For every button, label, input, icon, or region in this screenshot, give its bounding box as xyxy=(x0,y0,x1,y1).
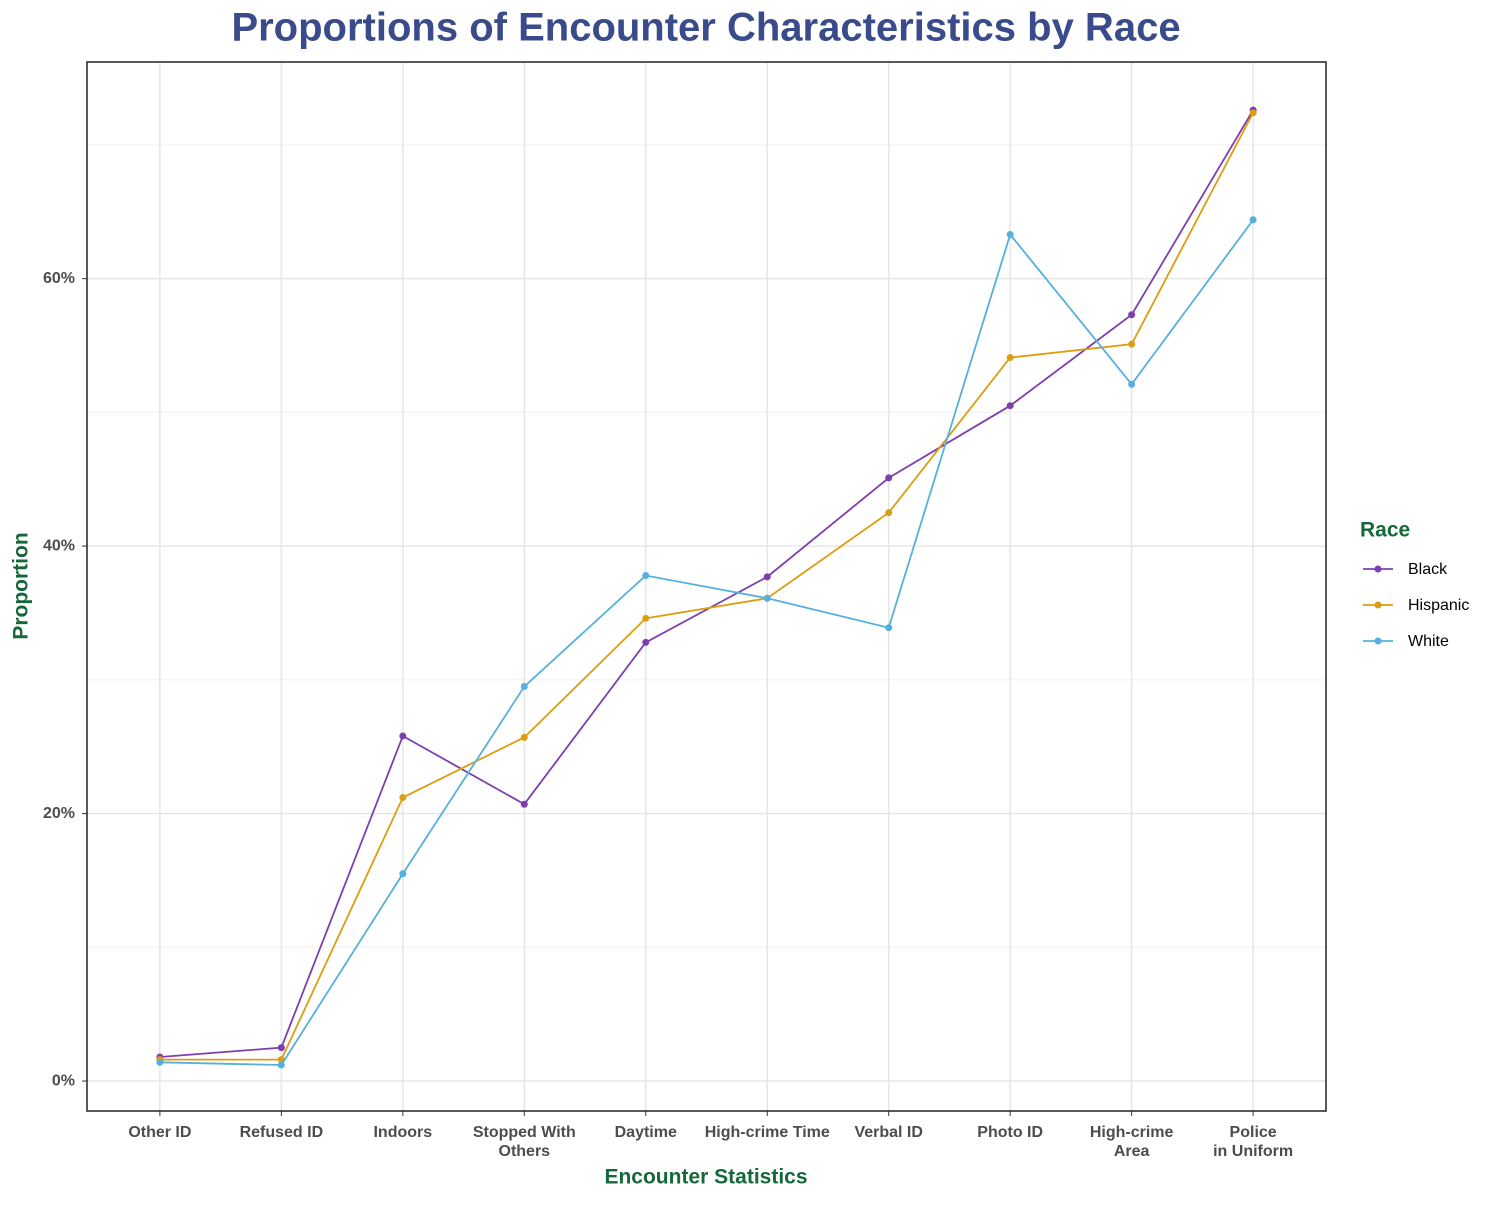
data-point xyxy=(763,573,771,581)
legend-label: Hispanic xyxy=(1408,597,1469,614)
y-axis-title: Proportion xyxy=(10,532,33,639)
data-point xyxy=(642,572,650,580)
x-tick-label: Verbal ID xyxy=(854,1124,922,1141)
x-tick-label: High-crime Area xyxy=(1090,1124,1174,1160)
y-tick-label: 40% xyxy=(43,537,75,554)
data-point xyxy=(642,638,650,646)
x-tick-label: Indoors xyxy=(373,1124,432,1141)
legend-swatch-point xyxy=(1374,637,1382,645)
legend-label: Black xyxy=(1408,561,1448,578)
data-point xyxy=(1249,216,1257,224)
data-point xyxy=(1249,109,1257,117)
data-point xyxy=(1006,402,1014,410)
data-point xyxy=(885,624,893,632)
legend-title: Race xyxy=(1360,519,1410,542)
series-line xyxy=(159,219,1254,1066)
data-point xyxy=(1128,311,1136,319)
data-point xyxy=(763,594,771,602)
legend-swatch-point xyxy=(1374,565,1382,573)
x-tick-label: Daytime xyxy=(615,1124,677,1141)
data-point xyxy=(1006,231,1014,239)
x-axis-title: Encounter Statistics xyxy=(604,1166,807,1189)
y-tick-label: 60% xyxy=(43,270,75,287)
data-point xyxy=(642,614,650,622)
x-tick-label: Refused ID xyxy=(240,1124,324,1141)
x-tick-label: Police in Uniform xyxy=(1213,1124,1293,1160)
data-point xyxy=(520,800,528,808)
data-point xyxy=(399,794,407,802)
data-point xyxy=(1128,340,1136,348)
data-point xyxy=(399,870,407,878)
plot-border xyxy=(86,61,1327,1112)
chart-title: Proportions of Encounter Characteristics… xyxy=(231,6,1180,50)
data-point xyxy=(156,1058,164,1066)
x-tick-label: High-crime Time xyxy=(705,1124,830,1141)
data-point xyxy=(277,1061,285,1069)
y-tick-label: 0% xyxy=(52,1072,75,1089)
data-point xyxy=(277,1044,285,1052)
data-point xyxy=(885,474,893,482)
data-point xyxy=(885,509,893,517)
data-point xyxy=(520,683,528,691)
data-point xyxy=(520,733,528,741)
legend-label: White xyxy=(1408,633,1449,650)
series-line xyxy=(159,109,1254,1058)
x-tick-label: Photo ID xyxy=(977,1124,1043,1141)
y-tick-label: 20% xyxy=(43,805,75,822)
x-tick-label: Stopped With Others xyxy=(473,1124,576,1160)
data-point xyxy=(1128,380,1136,388)
legend-swatch-point xyxy=(1374,601,1382,609)
series-line xyxy=(159,112,1254,1061)
data-point xyxy=(399,732,407,740)
data-point xyxy=(1006,354,1014,362)
x-tick-label: Other ID xyxy=(128,1124,191,1141)
